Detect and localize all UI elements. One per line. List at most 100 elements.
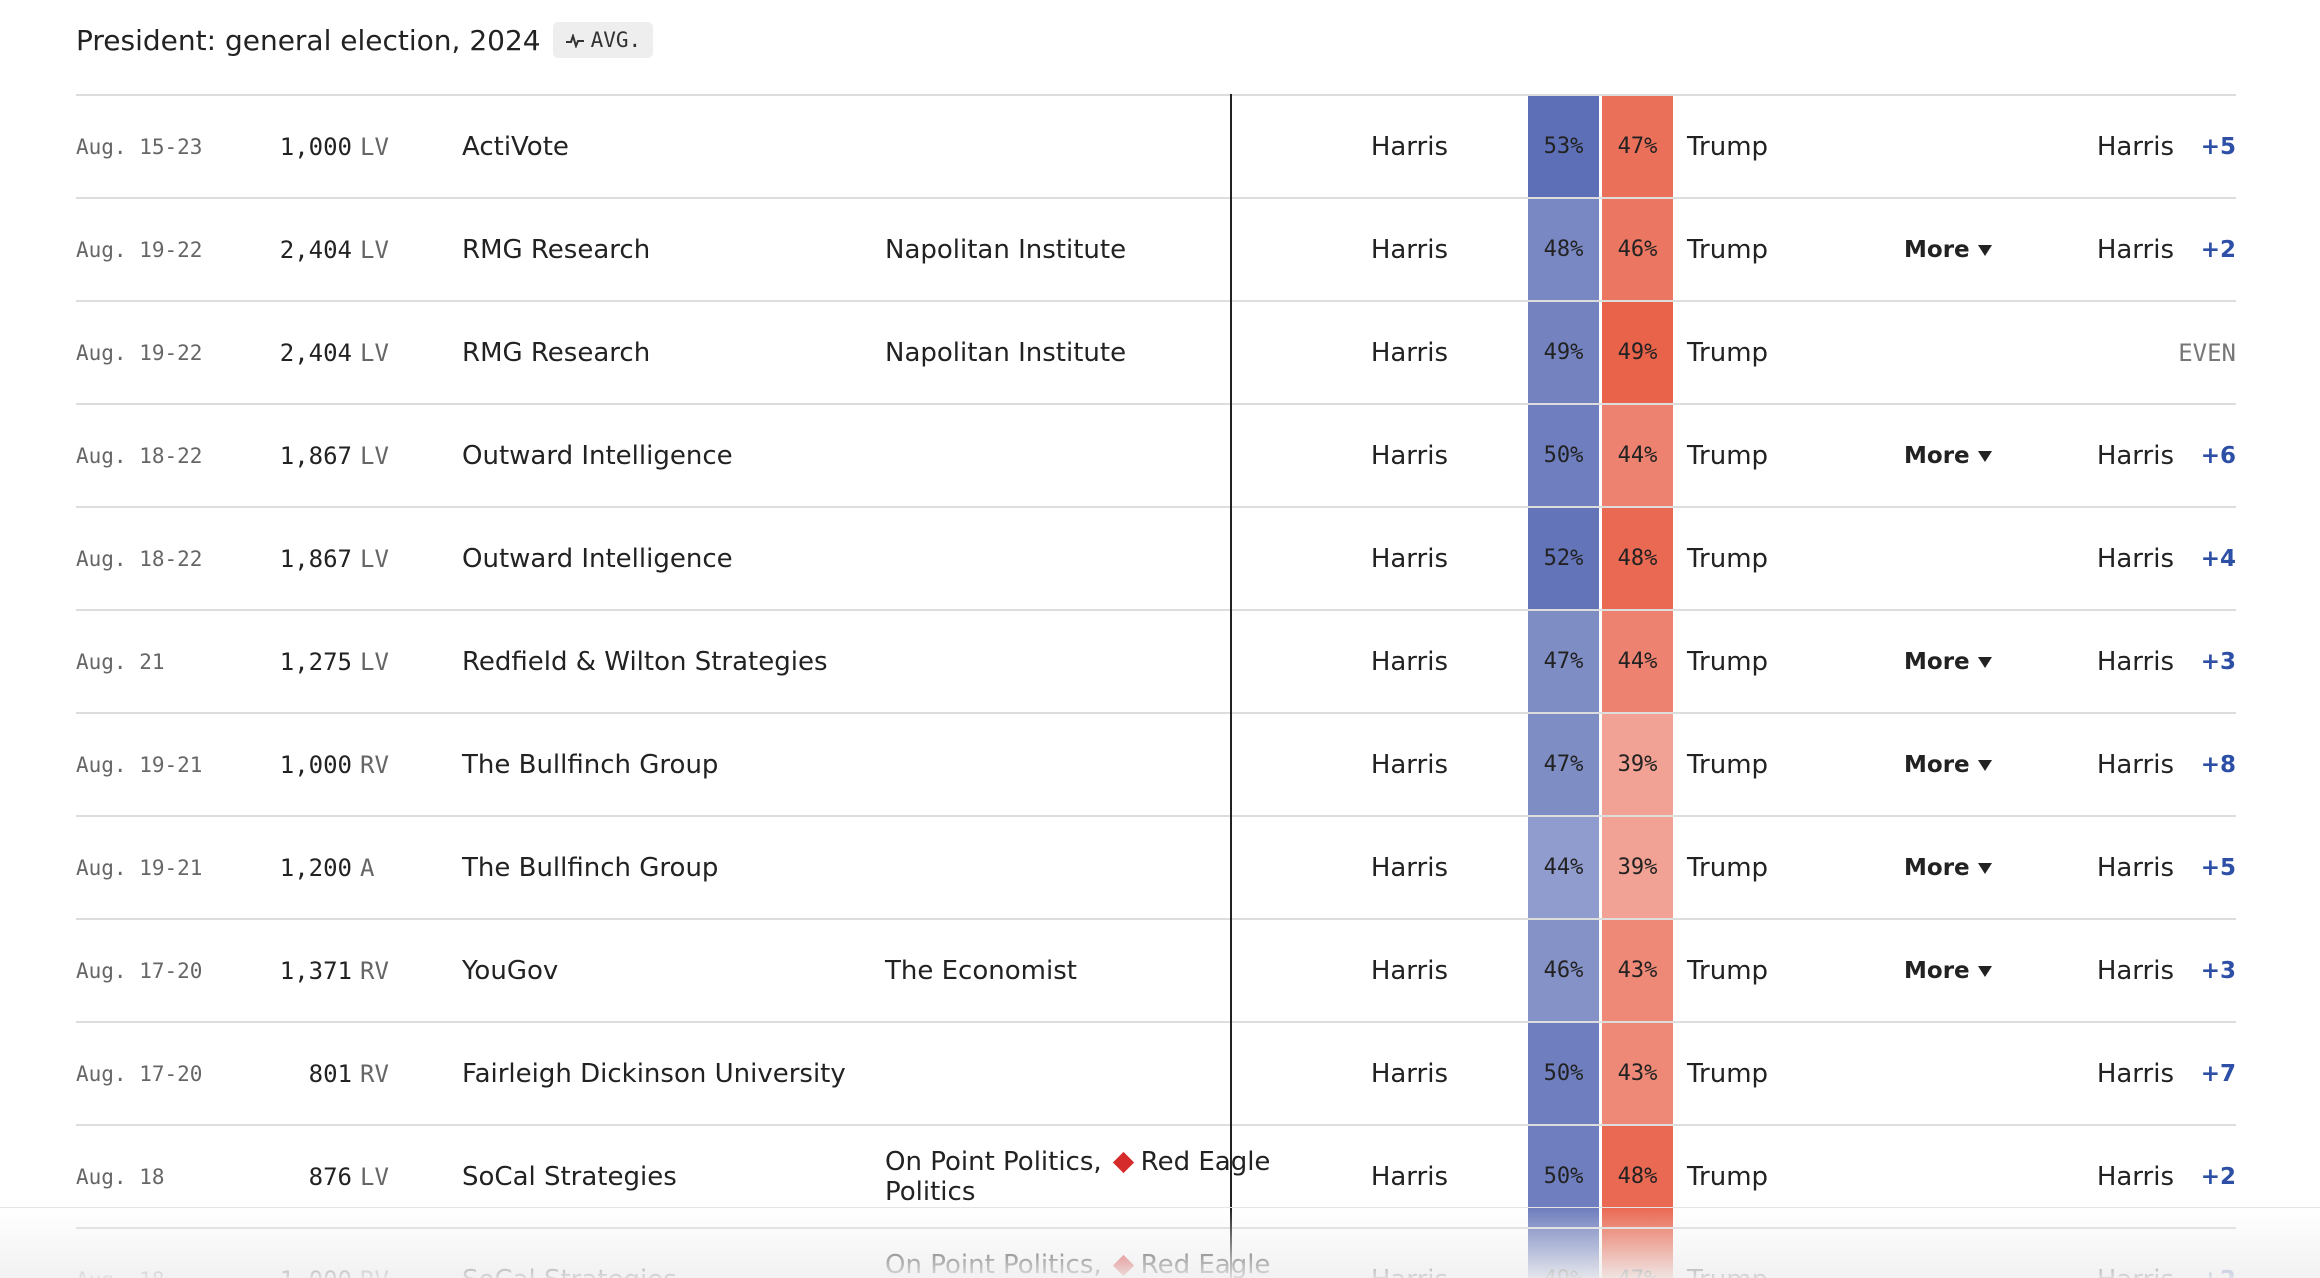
caret xyxy=(1977,965,1992,977)
sample-size: 1,000 xyxy=(279,132,352,161)
percent: 48% xyxy=(1602,508,1673,609)
sample-size: 2,404 xyxy=(279,338,352,367)
more-button[interactable]: More xyxy=(1904,752,1992,778)
more-button[interactable]: More xyxy=(1904,649,1992,675)
leader: Harris xyxy=(2096,440,2174,471)
sponsors: Napolitan Institute xyxy=(885,338,1285,368)
population: RV xyxy=(360,750,389,779)
percent: 39% xyxy=(1602,714,1673,815)
percent: 52% xyxy=(1528,508,1599,609)
candidate: Trump xyxy=(1687,337,1769,368)
percent: 44% xyxy=(1602,405,1673,506)
poll-row: Aug. 17-20 801 RV Fairleigh Dickinson Unive… xyxy=(76,1021,2236,1124)
sample-size: 1,867 xyxy=(279,544,352,573)
more-label: More xyxy=(1904,236,1970,263)
leader: Harris xyxy=(2096,852,2174,883)
dates: Aug. 15-23 xyxy=(76,134,203,159)
poll-row: Aug. 17-20 1,371 RV YouGov The Economist Harr… xyxy=(76,918,2236,1021)
poll-row: Aug. 19-22 2,404 LV RMG Research Napolitan I… xyxy=(76,300,2236,403)
population: RV xyxy=(360,1059,389,1088)
poll-row: Aug. 18-22 1,867 LV Outward Intelligence Har… xyxy=(76,506,2236,609)
margin: +8 xyxy=(2200,751,2236,778)
percent: 49% xyxy=(1602,302,1673,403)
candidate: Trump xyxy=(1687,131,1769,162)
dates: Aug. 17-20 xyxy=(76,958,203,983)
population: LV xyxy=(360,132,389,161)
leader: Harris xyxy=(2096,955,2174,986)
pollster: Outward Intelligence xyxy=(462,543,733,574)
population: LV xyxy=(360,1162,389,1191)
poll-row: Aug. 19-21 1,000 RV The Bullfinch Group Harr… xyxy=(76,712,2236,815)
more-button[interactable]: More xyxy=(1904,443,1992,469)
candidate: Trump xyxy=(1687,543,1769,574)
margin: +7 xyxy=(2200,1060,2236,1087)
percent: 50% xyxy=(1528,1023,1599,1124)
pollster: The Bullfinch Group xyxy=(462,852,719,883)
candidate: Harris xyxy=(1370,1161,1448,1192)
margin: +6 xyxy=(2200,442,2236,469)
pollster: RMG Research xyxy=(462,337,651,368)
percent: 46% xyxy=(1528,920,1599,1021)
more-button[interactable]: More xyxy=(1904,237,1992,263)
pollster: YouGov xyxy=(462,955,559,986)
header: President: general election, 2024 AVG. xyxy=(76,22,654,58)
candidate: Trump xyxy=(1687,1161,1769,1192)
percent: 49% xyxy=(1528,302,1599,403)
population: RV xyxy=(360,956,389,985)
dates: Aug. 21 xyxy=(76,649,165,674)
margin: +5 xyxy=(2200,133,2236,160)
percent: 39% xyxy=(1602,817,1673,918)
population: LV xyxy=(360,441,389,470)
sample-size: 1,000 xyxy=(279,750,352,779)
caret xyxy=(1977,450,1992,462)
population: LV xyxy=(360,647,389,676)
sponsor: Napolitan Institute xyxy=(885,337,1127,368)
sample-size: 876 xyxy=(308,1162,352,1191)
pollster: Fairleigh Dickinson University xyxy=(462,1058,846,1089)
more-button[interactable]: More xyxy=(1904,855,1992,881)
pollster: ActiVote xyxy=(462,131,569,162)
margin: +3 xyxy=(2200,957,2236,984)
candidate: Harris xyxy=(1370,543,1448,574)
more-label: More xyxy=(1904,854,1970,881)
pollster: SoCal Strategies xyxy=(462,1161,677,1192)
partisan-icon xyxy=(1112,1151,1134,1173)
sample-size: 1,275 xyxy=(279,647,352,676)
more-button[interactable]: More xyxy=(1904,958,1992,984)
dates: Aug. 19-21 xyxy=(76,752,203,777)
leader: Harris xyxy=(2096,749,2174,780)
candidate: Trump xyxy=(1687,234,1769,265)
leader: Harris xyxy=(2096,646,2174,677)
sponsors: The Economist xyxy=(885,956,1285,986)
candidate: Harris xyxy=(1370,440,1448,471)
poll-row: Aug. 18 876 LV SoCal Strategies On Point Pol… xyxy=(76,1124,2236,1227)
divider xyxy=(1230,94,1232,1278)
dates: Aug. 19-22 xyxy=(76,237,203,262)
more-label: More xyxy=(1904,442,1970,469)
title: President: general election, 2024 xyxy=(76,23,541,57)
percent: 43% xyxy=(1602,1023,1673,1124)
dates: Aug. 19-21 xyxy=(76,855,203,880)
candidate: Trump xyxy=(1687,955,1769,986)
trend-icon xyxy=(565,32,584,50)
dates: Aug. 17-20 xyxy=(76,1061,203,1086)
poll-row: Aug. 18-22 1,867 LV Outward Intelligence Har… xyxy=(76,403,2236,506)
dates: Aug. 19-22 xyxy=(76,340,203,365)
percent: 44% xyxy=(1528,817,1599,918)
caret xyxy=(1977,862,1992,874)
candidate: Harris xyxy=(1370,749,1448,780)
dates: Aug. 18-22 xyxy=(76,443,203,468)
poll-table: Aug. 15-23 1,000 LV ActiVote Harris 53% 47% Tru… xyxy=(76,94,2236,1278)
sponsors: Napolitan Institute xyxy=(885,235,1285,265)
sponsor: Red Eagle Politics xyxy=(885,1146,1271,1207)
sponsor: The Economist xyxy=(885,955,1077,986)
avg-badge[interactable]: AVG. xyxy=(552,22,654,58)
caret xyxy=(1977,244,1992,256)
leader: Harris xyxy=(2096,1161,2174,1192)
pollster: RMG Research xyxy=(462,234,651,265)
pollster: Redfield & Wilton Strategies xyxy=(462,646,828,677)
margin: +5 xyxy=(2200,854,2236,881)
candidate: Harris xyxy=(1370,955,1448,986)
margin: +3 xyxy=(2200,648,2236,675)
candidate: Harris xyxy=(1370,337,1448,368)
